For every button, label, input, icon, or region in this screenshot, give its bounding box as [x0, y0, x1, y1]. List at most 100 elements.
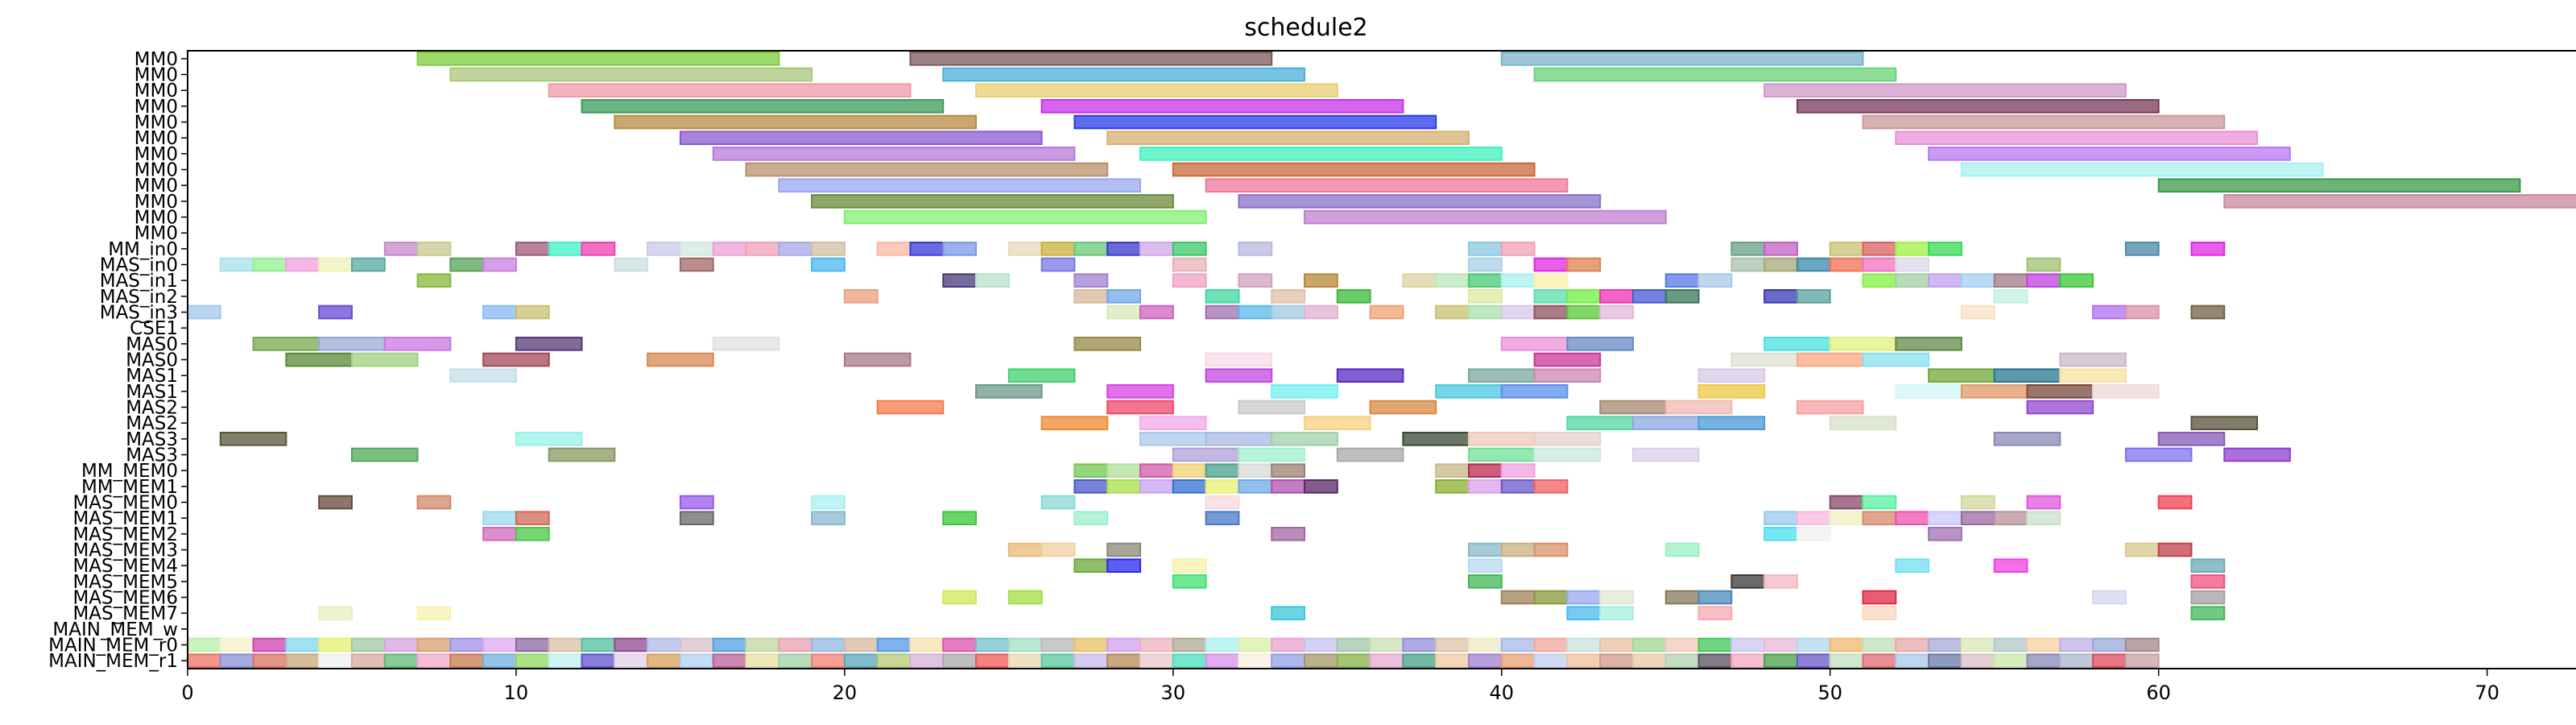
task-bar [1960, 637, 1995, 652]
task-bar [1599, 289, 1634, 304]
task-bar [1533, 447, 1602, 462]
task-bar [285, 653, 320, 669]
task-bar [942, 67, 1306, 82]
task-bar [1500, 653, 1536, 669]
y-tick-label: MM0 [134, 144, 178, 165]
task-bar [1205, 495, 1240, 510]
task-bar [1862, 352, 1930, 367]
task-bar [876, 637, 912, 652]
task-bar [1172, 273, 1207, 288]
task-bar [285, 352, 353, 367]
task-bar [679, 637, 714, 652]
task-bar [1467, 257, 1503, 272]
task-bar [679, 257, 714, 272]
task-bar [876, 653, 912, 669]
task-bar [1829, 416, 1897, 431]
task-bar [1533, 637, 1569, 652]
task-bar [581, 653, 616, 669]
task-bar [1895, 242, 1930, 256]
task-bar [1764, 289, 1798, 304]
task-bar [942, 590, 978, 605]
task-bar [2124, 637, 2160, 652]
task-bar [1960, 304, 1995, 320]
task-bar [1106, 542, 1142, 557]
task-bar [548, 83, 912, 98]
task-bar [1467, 273, 1503, 288]
task-bar [1730, 352, 1798, 367]
task-bar [1730, 242, 1766, 256]
task-bar [383, 653, 419, 669]
task-bar [1238, 479, 1273, 494]
task-bar [843, 352, 912, 367]
task-bar [1172, 574, 1207, 589]
task-bar [1697, 368, 1766, 383]
task-bar [1073, 337, 1142, 351]
y-tick-label: MAS_in2 [100, 287, 178, 308]
task-bar [712, 637, 747, 652]
task-bar [1106, 304, 1142, 320]
x-tick-label: 50 [1817, 682, 1842, 704]
task-bar [1500, 52, 1864, 66]
task-bar [515, 304, 550, 320]
task-bar [449, 257, 485, 272]
task-bar [1304, 209, 1667, 225]
task-bar [416, 495, 452, 510]
y-tick-label: MM_MEM1 [81, 477, 178, 498]
y-tick-label: MM0 [134, 65, 178, 86]
task-bar [1862, 495, 1897, 510]
task-bar [1467, 542, 1503, 557]
task-bar [1697, 590, 1733, 605]
task-bar [1829, 337, 1897, 351]
y-tick-label: MM0 [134, 192, 178, 213]
task-bar [1960, 495, 1995, 510]
task-bar [2092, 384, 2160, 399]
task-bar [2026, 384, 2094, 399]
task-bar [1928, 653, 1962, 669]
task-bar [1566, 637, 1602, 652]
y-tick-label: MAS1 [126, 382, 178, 403]
y-tick-label: MAS0 [126, 350, 178, 371]
task-bar [1993, 637, 2028, 652]
task-bar [942, 273, 978, 288]
task-bar [2124, 447, 2193, 462]
task-bar [679, 511, 714, 526]
task-bar [1764, 337, 1831, 351]
task-bar [1533, 352, 1602, 367]
task-bar [1993, 653, 2028, 669]
task-bar [383, 637, 419, 652]
task-bar [1304, 479, 1338, 494]
task-bar [1205, 511, 1240, 526]
task-bar [745, 242, 780, 256]
y-tick-label: MAS_MEM1 [72, 508, 178, 529]
task-bar [1960, 653, 1995, 669]
task-bar [515, 242, 550, 256]
task-bar [679, 130, 1043, 146]
y-tick-label: MAS_MEM5 [72, 572, 178, 593]
task-bar [2124, 542, 2160, 557]
task-bar [350, 637, 386, 652]
task-bar [1336, 637, 1371, 652]
task-bar [1862, 257, 1897, 272]
task-bar [1172, 479, 1207, 494]
task-bar [1764, 257, 1798, 272]
task-bar [1271, 606, 1306, 621]
task-bar [482, 257, 517, 272]
task-bar [1862, 606, 1897, 621]
task-bar [1533, 653, 1569, 669]
x-tick-label: 10 [504, 682, 529, 704]
task-bar [1599, 400, 1667, 415]
task-bar [1205, 368, 1273, 383]
task-bar [1533, 432, 1602, 446]
task-bar [1369, 653, 1404, 669]
task-bar [581, 637, 616, 652]
y-tick-label: MM0 [134, 208, 178, 229]
y-tick-label: CSE1 [130, 318, 178, 339]
task-bar [1139, 147, 1503, 161]
y-tick-label: MAS_MEM6 [72, 588, 178, 609]
y-tick-label: MAS3 [126, 429, 178, 450]
task-bar [482, 527, 517, 541]
task-bar [1205, 463, 1240, 478]
y-tick-label: MAS2 [126, 398, 178, 419]
task-bar [1205, 304, 1240, 320]
task-bars-layer [187, 52, 2576, 669]
